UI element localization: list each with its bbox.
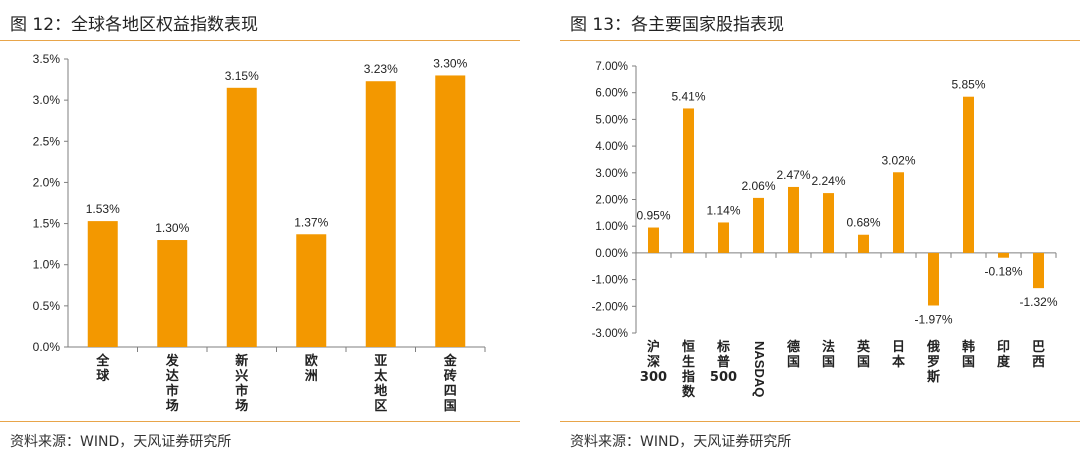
y-tick-label: 2.0% [33,175,61,189]
x-tick-label: 巴西 [1032,340,1045,370]
data-label: 2.47% [776,168,810,182]
y-tick-label: 2.5% [33,134,61,148]
y-tick-label: 6.00% [595,88,628,100]
data-label: 3.23% [364,62,398,76]
x-tick-label: 韩国 [962,339,975,370]
x-tick-label: 金砖四国 [443,353,458,414]
data-label: 0.68% [846,216,880,230]
data-label: 3.02% [881,153,915,167]
data-label: 2.24% [811,174,845,188]
y-tick-label: 4.00% [595,141,628,153]
bar [753,197,764,253]
data-label: 1.37% [294,215,328,229]
data-label: 3.30% [433,56,467,70]
y-tick-label: 1.00% [595,221,628,233]
y-tick-label: 3.0% [33,93,61,107]
bar [87,221,118,347]
x-tick-label: 恒生指数 [682,339,696,400]
bar [648,227,659,253]
y-tick-label: -1.00% [592,275,628,287]
x-tick-label: 法国 [822,339,835,370]
source-note: 资料来源：WIND，天风证券研究所 [570,434,792,450]
data-label: 5.41% [671,89,705,103]
y-tick-label: -2.00% [592,301,628,313]
chart-panel-country: 图 13：各主要国家股指表现 -3.00% -2.00% -1.00% 0.00% 1.… [560,0,1080,467]
bar [718,222,729,253]
bar [788,186,799,253]
bar [157,240,188,347]
data-label: 1.14% [706,203,740,217]
y-tick-label: 0.5% [33,299,61,313]
y-tick-label: 3.00% [595,168,628,180]
figure-title: 图 13：各主要国家股指表现 [570,15,785,35]
y-tick-label: 3.5% [33,52,61,66]
x-tick-label: 发达市场 [165,353,180,414]
x-tick-label: 欧洲 [305,353,318,384]
figure-title: 图 12：全球各地区权益指数表现 [10,15,259,35]
x-tick-label: 俄罗斯 [926,339,940,385]
x-tick-label: 印度 [997,340,1011,370]
bar [365,81,396,348]
bar [823,193,834,253]
x-tick-label: NASDAQ [752,341,767,397]
y-tick-label: 0.00% [595,248,628,260]
source-divider [0,421,520,422]
x-tick-label: 全球 [95,353,110,384]
data-label: -0.18% [984,265,1022,279]
x-tick-label: 沪深 300 [640,339,667,385]
regional-equity-bar-chart: 0.0% 0.5% 1.0% 1.5% 2.0% 2.5% 3.0% 3.5% 1.53% 全球 1… [33,52,486,414]
data-label: 2.06% [741,179,775,193]
bar [963,96,974,253]
x-tick-label: 日本 [892,340,905,370]
bar [435,75,466,347]
bar [998,252,1009,258]
bar [683,108,694,253]
x-tick-label: 德国 [787,339,800,370]
source-divider [560,421,1080,422]
source-note: 资料来源：WIND，天风证券研究所 [10,434,232,450]
bar [296,234,327,347]
data-label: -1.97% [914,312,952,326]
y-tick-label: 7.00% [595,61,628,73]
country-index-bar-chart: -3.00% -2.00% -1.00% 0.00% 1.00% 2.00% 3.00% 4.… [592,61,1058,400]
y-tick-label: 1.5% [33,217,61,231]
bar [928,252,939,306]
bar [1033,252,1044,289]
y-tick-label: -3.00% [592,328,628,340]
y-tick-label: 5.00% [595,114,628,126]
title-divider [560,40,1080,41]
y-tick-label: 2.00% [595,195,628,207]
data-label: 5.85% [951,78,985,92]
y-tick-label: 1.0% [33,258,61,272]
x-tick-label: 标普 500 [710,339,737,385]
x-tick-label: 亚太地区 [373,354,388,414]
data-label: 0.95% [636,209,670,223]
chart-panel-regional: 图 12：全球各地区权益指数表现 0.0% 0.5% 1.0% 1.5% 2.0% 2.5… [0,0,520,467]
data-label: 1.53% [86,202,120,216]
title-divider [0,40,520,41]
bar [893,172,904,253]
bar [858,234,869,253]
x-tick-label: 新兴市场 [235,353,248,414]
x-tick-label: 英国 [856,339,871,370]
bar [226,87,257,348]
data-label: 3.15% [225,69,259,83]
data-label: 1.30% [155,221,189,235]
data-label: -1.32% [1019,295,1057,309]
y-tick-label: 0.0% [33,340,61,354]
